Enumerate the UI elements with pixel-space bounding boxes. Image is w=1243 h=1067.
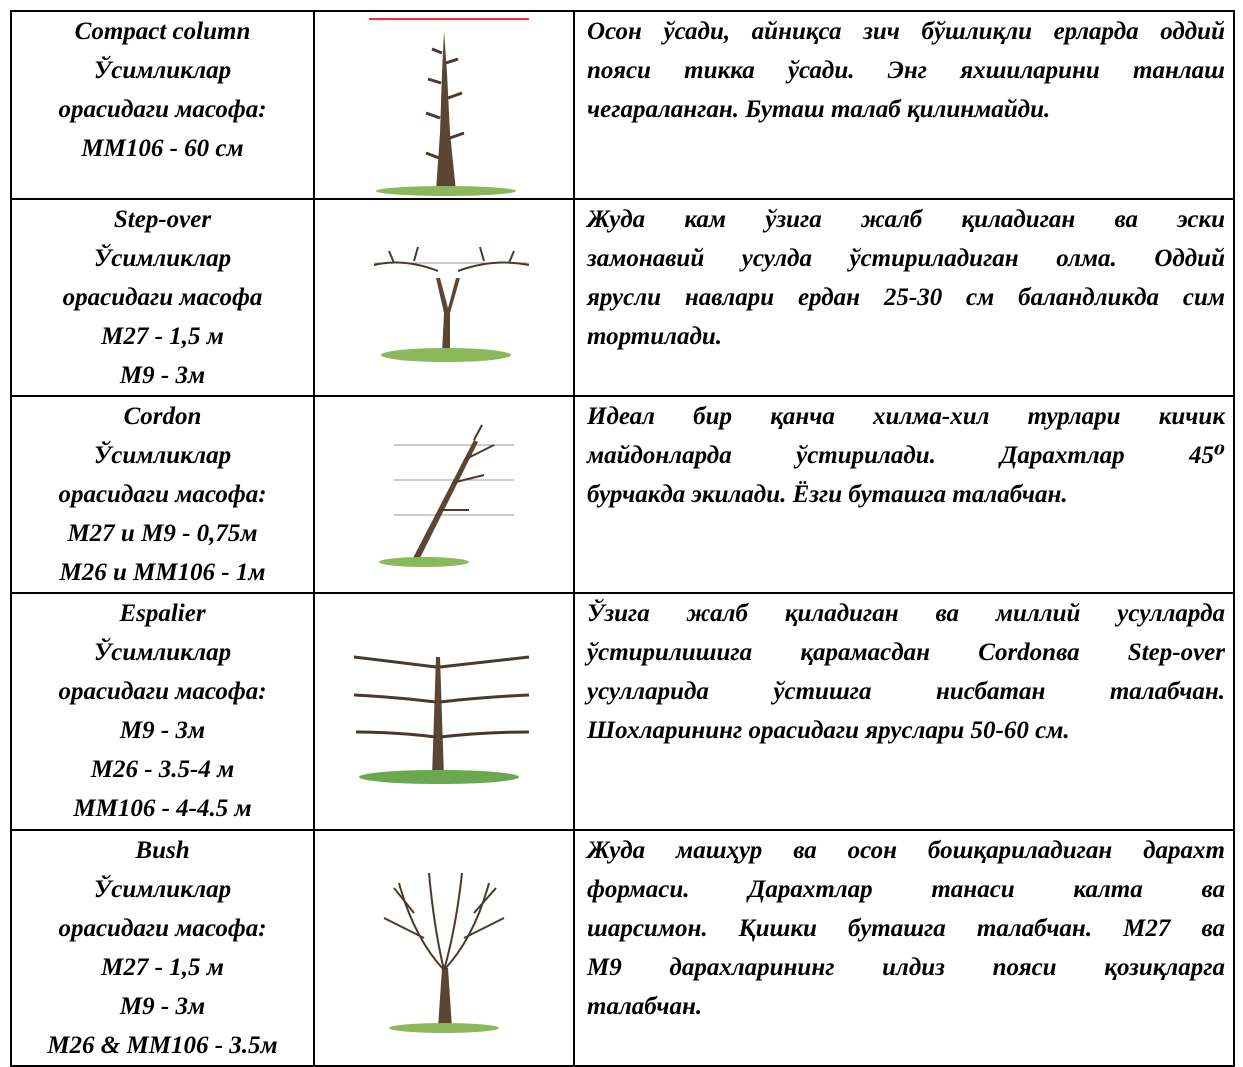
description-line: майдонларда ўстирилади. Дарахтлар 45⁰ bbox=[587, 442, 1225, 469]
spacing-line: орасидаги масофа: bbox=[58, 915, 267, 942]
spacing-line: орасидаги масофа: bbox=[58, 96, 267, 123]
description-line: шарсимон. Қишки буташга талабчан. М27 ва bbox=[587, 915, 1225, 942]
tree-espalier bbox=[353, 655, 530, 784]
description-line: Идеал бир қанча хилма-хил турлари кичик bbox=[587, 403, 1225, 430]
spacing-line: M9 - 3м bbox=[119, 362, 206, 389]
description-line: бурчакда экилади. Ёзги буташга талабчан. bbox=[587, 481, 1068, 508]
spacing-line: Ўсимликлар bbox=[93, 442, 232, 469]
spacing-line: Compact column bbox=[74, 18, 251, 45]
cell: Жуда машҳур ва осон бошқариладиган дарах… bbox=[573, 829, 1235, 1067]
description-line: формаси. Дарахтлар танаси калта ва bbox=[587, 876, 1225, 903]
description-line: талабчан. bbox=[587, 993, 703, 1020]
tree-bush bbox=[383, 872, 505, 1033]
spacing-line: M27 и M9 - 0,75м bbox=[67, 520, 258, 547]
cell: Step-over Ўсимликлар орасидаги масофа M27 -… bbox=[10, 198, 315, 397]
description-line: Жуда машҳур ва осон бошқариладиган дарах… bbox=[587, 837, 1225, 864]
spacing-line: Ўсимликлар bbox=[93, 245, 232, 272]
spacing-line: Espalier bbox=[119, 600, 206, 627]
spacing-line: M9 - 3м bbox=[119, 717, 206, 744]
spacing-line: Cordon bbox=[123, 403, 202, 430]
cell bbox=[313, 829, 575, 1067]
tree-cordon bbox=[379, 424, 514, 567]
description-line: Шохларининг орасидаги яруслари 50-60 см. bbox=[587, 717, 1070, 744]
description-line: усулларида ўстишга нисбатан талабчан. bbox=[587, 678, 1225, 705]
spacing-line: орасидаги масофа: bbox=[58, 678, 267, 705]
spacing-line: MM106 - 4-4.5 м bbox=[73, 795, 252, 822]
description-line: ярусли навлари ердан 25-30 см баландликд… bbox=[587, 284, 1225, 311]
description-line: тортилади. bbox=[587, 323, 723, 350]
cell bbox=[313, 592, 575, 831]
spacing-line: Ўсимликлар bbox=[93, 639, 232, 666]
spacing-line: орасидаги масофа bbox=[62, 284, 263, 311]
cell: Ўзига жалб қиладиган ва миллий усулларда… bbox=[573, 592, 1235, 831]
spacing-line: Ўсимликлар bbox=[93, 57, 232, 84]
spacing-line: M27 - 1,5 м bbox=[101, 323, 224, 350]
description-line: Осон ўсади, айниқса зич бўшлиқли ерларда… bbox=[587, 18, 1225, 45]
spacing-line: M26 и MM106 - 1м bbox=[59, 559, 266, 586]
spacing-line: M9 - 3м bbox=[119, 993, 206, 1020]
description-line: замонавий усулда ўстириладиган олма. Одд… bbox=[587, 245, 1225, 272]
description-line: ўстирилишига қарамасдан Cordonва Step-ov… bbox=[587, 639, 1225, 666]
row: Cordon Ўсимликлар орасидаги масофа: M27 и M… bbox=[10, 395, 1235, 594]
row: Step-over Ўсимликлар орасидаги масофа M27 -… bbox=[10, 198, 1235, 397]
row: Espalier Ўсимликлар орасидаги масофа: M9 - … bbox=[10, 592, 1235, 831]
cell: Espalier Ўсимликлар орасидаги масофа: M9 - … bbox=[10, 592, 315, 831]
spacing-line: M26 & MM106 - 3.5м bbox=[47, 1032, 278, 1059]
cell bbox=[313, 198, 575, 397]
cell: Жуда кам ўзига жалб қиладиган ва эски зам… bbox=[573, 198, 1235, 397]
spacing-line: M26 - 3.5-4 м bbox=[90, 756, 235, 783]
spacing-line: Bush bbox=[135, 837, 190, 864]
spacing-line: орасидаги масофа: bbox=[58, 481, 267, 508]
table: Compact column Ўсимликлар орасидаги масофа… bbox=[10, 10, 1235, 1067]
spacing-line: M27 - 1,5 м bbox=[101, 954, 224, 981]
description-line: Ўзига жалб қиладиган ва миллий усулларда bbox=[587, 600, 1225, 627]
row: Bush Ўсимликлар орасидаги масофа: M27 - 1,5… bbox=[10, 829, 1235, 1067]
description-line: пояси тикка ўсади. Энг яхшиларини танлаш bbox=[587, 57, 1225, 84]
description-line: чегараланган. Буташ талаб қилинмайди. bbox=[587, 96, 1051, 123]
spacing-line: Ўсимликлар bbox=[93, 876, 232, 903]
description-line: Жуда кам ўзига жалб қиладиган ва эски bbox=[587, 206, 1225, 233]
cell: Идеал бир қанча хилма-хил турлари кичик м… bbox=[573, 395, 1235, 594]
row: Compact column Ўсимликлар орасидаги масофа… bbox=[10, 10, 1235, 200]
tree-compact-column bbox=[369, 18, 529, 196]
spacing-line: MM106 - 60 см bbox=[81, 135, 244, 162]
cell: Осон ўсади, айниқса зич бўшлиқли ерларда… bbox=[573, 10, 1235, 200]
description-line: М9 дарахларининг илдиз пояси қозиқларга bbox=[587, 954, 1225, 981]
tree-step-over bbox=[373, 246, 530, 362]
cell bbox=[313, 10, 575, 200]
spacing-line: Step-over bbox=[113, 206, 212, 233]
cell bbox=[313, 395, 575, 594]
cell: Compact column Ўсимликлар орасидаги масофа… bbox=[10, 10, 315, 200]
cell: Cordon Ўсимликлар орасидаги масофа: M27 и M… bbox=[10, 395, 315, 594]
cell: Bush Ўсимликлар орасидаги масофа: M27 - 1,5… bbox=[10, 829, 315, 1067]
